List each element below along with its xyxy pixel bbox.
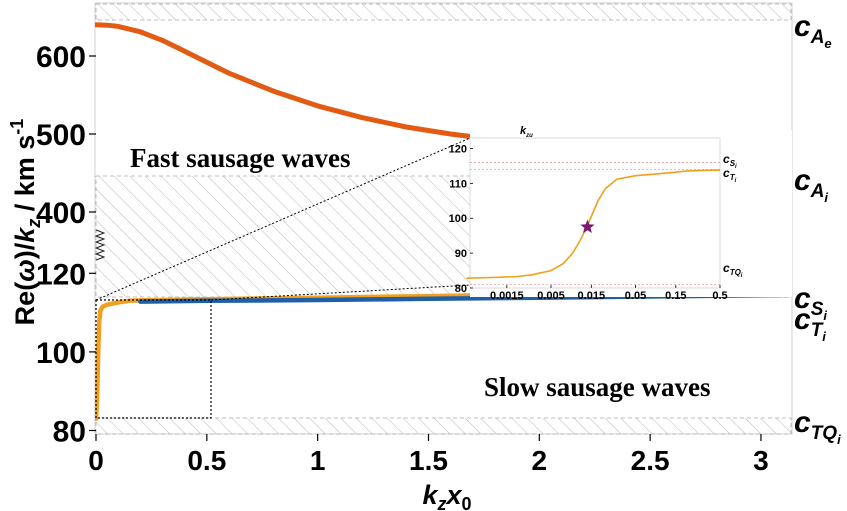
inset-y-tick-label: 100: [449, 213, 467, 225]
inset-x-tick-label: 0.05: [625, 290, 646, 302]
inset-x-tick-label: 0.15: [665, 290, 686, 302]
inset-y-tick-label: 90: [455, 248, 467, 260]
y-tick-label: 600: [36, 41, 86, 74]
inset-x-tick-label: 0.0015: [490, 290, 524, 302]
inset-star-marker: [580, 219, 595, 233]
y-tick-label: 80: [53, 416, 86, 449]
inset-speed-label-Si: cSi: [723, 152, 737, 170]
x-tick-label: 2.5: [631, 445, 670, 476]
y-tick-label: 120: [36, 258, 86, 291]
inset-frame: [469, 137, 721, 289]
inset-grid: [470, 162, 720, 285]
x-axis-ticks: 0 0.5 1 1.5 2 2.5 3: [88, 434, 769, 476]
inset-x-ticks: 0.0015 0.005 0.015 0.05 0.15 0.5: [490, 285, 728, 302]
inset-y-tick-label: 80: [455, 283, 467, 295]
y-axis-ticks: 80 100 120 400 500 600: [36, 41, 96, 449]
x-axis-title: kzx0: [422, 480, 471, 511]
inset-x-tick-label: 0.005: [537, 290, 565, 302]
x-tick-label: 0.5: [187, 445, 226, 476]
fast-waves-label: Fast sausage waves: [130, 143, 351, 173]
speed-label-Ai: cAi: [794, 164, 828, 205]
hatch-above-cAe: [95, 3, 792, 21]
inset-speed-label-TQi: cTQi: [723, 261, 743, 279]
inset-y-tick-label: 110: [449, 178, 467, 190]
inset-series-line: [466, 169, 721, 279]
x-tick-label: 0: [88, 445, 104, 476]
x-tick-label: 1: [310, 445, 326, 476]
y-axis-title: Re(ω)/kz / km s-1: [7, 119, 44, 326]
y-tick-label: 500: [36, 119, 86, 152]
axis-break-zigzag: [94, 229, 106, 261]
x-tick-label: 2: [532, 445, 548, 476]
inset-background: [470, 130, 792, 297]
inset-plot: 0.0015 0.005 0.015 0.05 0.15 0.5 80 90 100 110 12…: [449, 125, 792, 302]
inset-x-tick-label: 0.015: [578, 290, 606, 302]
inset-y-ticks: 80 90 100 110 120: [449, 143, 473, 295]
inset-speed-label-Ti: cTi: [723, 166, 737, 184]
y-tick-label: 100: [36, 337, 86, 370]
inset-y-tick-label: 120: [449, 143, 467, 155]
speed-label-TQi: cTQi: [794, 406, 841, 447]
inset-marker-label: kzu: [520, 125, 533, 139]
zoom-connector-right: [210, 284, 471, 301]
y-tick-label: 400: [36, 197, 86, 230]
inset-curves: [466, 169, 721, 279]
hatch-below-cTQi: [95, 417, 792, 435]
x-tick-label: 1.5: [409, 445, 448, 476]
slow-waves-label: Slow sausage waves: [484, 372, 711, 402]
speed-label-Si: cSi: [794, 282, 827, 323]
inset-x-tick-label: 0.5: [712, 290, 727, 302]
zoom-box: [95, 299, 212, 419]
x-tick-label: 3: [753, 445, 769, 476]
speed-label-Ae: cAe: [794, 10, 832, 51]
speed-label-Ti: cTi: [794, 303, 826, 344]
